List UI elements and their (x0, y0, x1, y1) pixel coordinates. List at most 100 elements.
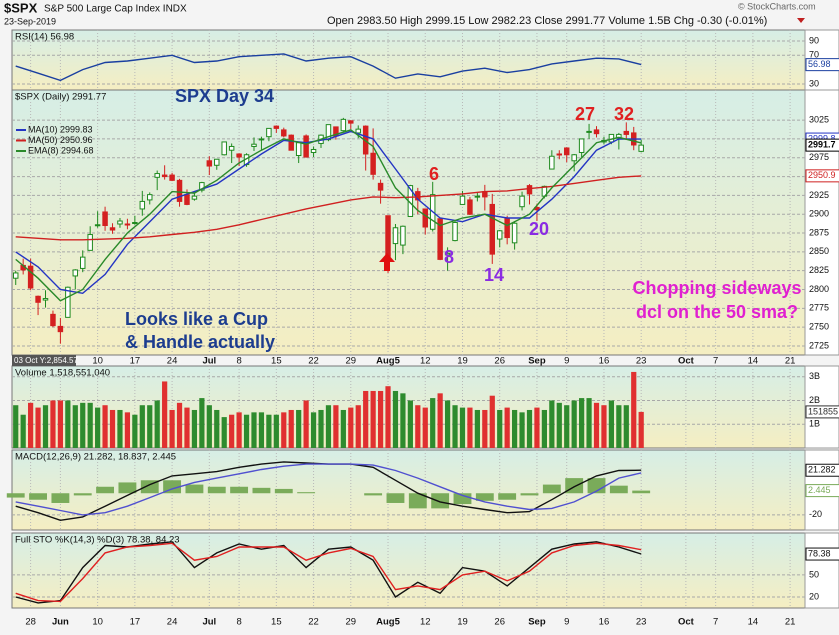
volume-bar (474, 409, 480, 448)
candle-body (638, 144, 644, 152)
x-tick-label: 15 (271, 356, 282, 367)
histogram-bar (587, 478, 606, 494)
x-tick-label: 21 (785, 617, 796, 628)
x-tick-label: Sep (528, 356, 546, 367)
histogram-bar (520, 493, 539, 496)
volume-bar (281, 412, 287, 448)
volume-bar (415, 405, 421, 448)
x-tick-label: 21 (785, 356, 796, 367)
x-tick-label: 28 (25, 617, 36, 628)
candle-body (519, 195, 525, 208)
x-tick-label: Sep (528, 617, 546, 628)
x-tick-label: 22 (308, 356, 319, 367)
x-tick-label: 10 (92, 617, 103, 628)
volume-bar (400, 393, 406, 448)
dropdown-icon[interactable] (797, 18, 805, 23)
x-tick-label: 24 (167, 617, 178, 628)
candle-body (310, 148, 317, 153)
volume-bar (579, 398, 585, 448)
candle-body (214, 158, 220, 166)
instrument-name: S&P 500 Large Cap Index INDX (44, 4, 187, 15)
x-tick-label: Oct (678, 356, 695, 367)
volume-bar (340, 409, 346, 448)
credit: © StockCharts.com (738, 1, 816, 11)
volume-bar (489, 395, 495, 448)
note-27: 27 (575, 104, 595, 124)
histogram-bar (118, 482, 137, 494)
volume-bar (430, 398, 436, 448)
histogram-bar (408, 493, 427, 509)
candle-body (385, 215, 391, 257)
x-tick-label: 10 (92, 356, 103, 367)
volume-bar (266, 414, 272, 448)
volume-bar (511, 409, 518, 448)
candle-body (459, 195, 466, 205)
y-tick-label: 2925 (809, 190, 829, 200)
candle-body (526, 185, 533, 195)
volume-bar (229, 414, 235, 448)
volume-bar (370, 390, 376, 448)
candle-body (444, 252, 451, 256)
symbol: $SPX (4, 0, 38, 15)
candle-body (42, 298, 49, 301)
volume-bar (87, 402, 93, 448)
volume-bar (437, 393, 443, 448)
volume-bar (631, 371, 637, 448)
volume-bar (459, 407, 466, 448)
volume-bar (176, 402, 183, 448)
candle-body (400, 225, 406, 246)
candle-body (191, 195, 198, 200)
histogram-bar (51, 493, 70, 503)
histogram-bar (542, 484, 561, 494)
x-tick-label: 29 (346, 617, 357, 628)
y-tick-label: 30 (809, 78, 819, 88)
volume-bar (42, 405, 49, 448)
volume-bar (35, 407, 41, 448)
volume-bar (638, 411, 644, 448)
candle-body (80, 256, 86, 269)
note-chop: Chopping sideways (632, 278, 801, 298)
line (15, 541, 642, 604)
volume-bar (236, 412, 242, 448)
value-label: 21.282 (808, 465, 836, 475)
volume-bar (191, 409, 198, 448)
candle-body (571, 154, 577, 162)
volume-bar (355, 405, 361, 448)
candle-body (184, 194, 190, 205)
x-tick-label: 22 (308, 617, 319, 628)
volume-bar (258, 412, 265, 448)
volume-bar (385, 386, 391, 448)
volume-bar (20, 414, 26, 448)
y-tick-label: 50 (809, 569, 819, 579)
x-tick-label: 7 (713, 617, 718, 628)
volume-bar (497, 409, 503, 448)
panel-title: MACD(12,26,9) 21.282, 18.837, 2.445 (15, 452, 176, 463)
candle-body (117, 220, 123, 225)
candle-body (221, 141, 227, 156)
x-tick-label: 16 (599, 617, 610, 628)
y-tick-label: 2825 (809, 265, 829, 275)
candle-body (161, 174, 168, 178)
volume-bar (333, 405, 339, 448)
volume-bar (109, 409, 116, 448)
x-tick-label: 9 (564, 356, 569, 367)
line (15, 175, 642, 241)
candle-body (303, 135, 309, 158)
candle-body (27, 265, 34, 289)
axis-bg (804, 532, 839, 609)
volume-bar (467, 407, 473, 448)
histogram-bar (29, 493, 47, 500)
candle-body (236, 153, 242, 158)
note-chop: dcl on the 50 sma? (636, 302, 798, 322)
candle-body (549, 155, 555, 170)
volume-bar (348, 407, 354, 448)
candle-body (206, 160, 213, 167)
candle-body (65, 286, 71, 318)
y-tick-label: 2875 (809, 227, 829, 237)
value-label: 151855 (808, 406, 838, 416)
candle-body (102, 211, 108, 227)
x-tick-label: 23 (636, 617, 647, 628)
volume-bar (243, 414, 250, 448)
x-tick-label: 16 (599, 356, 610, 367)
volume-bar (72, 405, 78, 448)
